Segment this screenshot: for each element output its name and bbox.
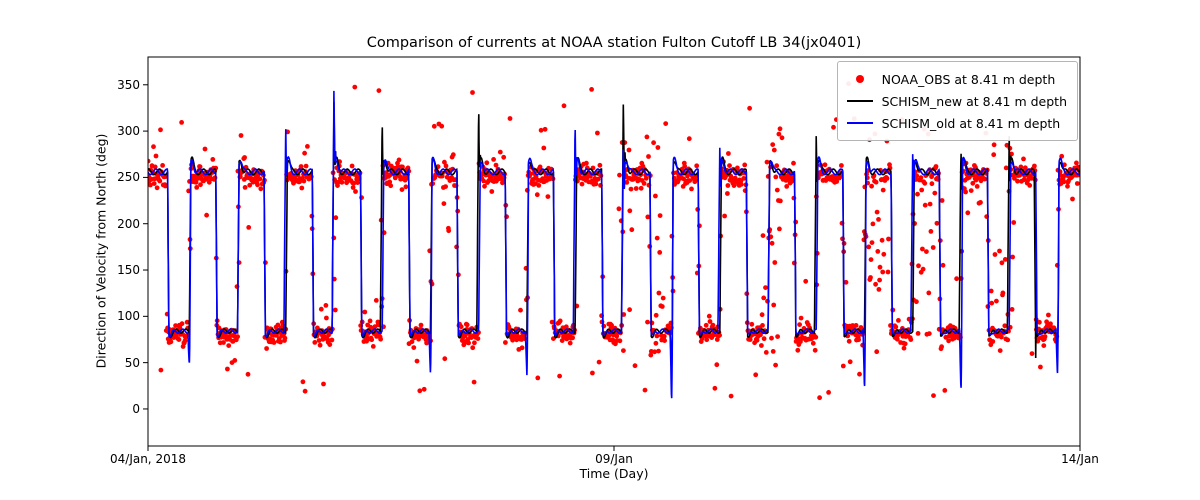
x-tick-label: 14/Jan bbox=[1061, 452, 1099, 466]
y-tick-label: 150 bbox=[117, 263, 140, 278]
schism-old-line bbox=[148, 90, 1080, 399]
legend-marker-dot-icon bbox=[846, 72, 874, 86]
y-tick-label: 200 bbox=[117, 216, 140, 231]
legend-line-swatch-icon bbox=[846, 94, 874, 108]
legend-line-swatch-icon bbox=[846, 116, 874, 130]
legend-label: NOAA_OBS at 8.41 m depth bbox=[881, 71, 1056, 87]
y-tick-label: 300 bbox=[117, 124, 140, 139]
legend: NOAA_OBS at 8.41 m depth SCHISM_new at 8.… bbox=[836, 61, 1078, 141]
schism-new-line bbox=[148, 101, 1080, 369]
y-tick-label: 50 bbox=[124, 355, 140, 370]
y-tick-label: 100 bbox=[117, 309, 140, 324]
legend-item: SCHISM_new at 8.41 m depth bbox=[846, 90, 1067, 112]
legend-item: SCHISM_old at 8.41 m depth bbox=[846, 112, 1067, 134]
x-axis-label: Time (Day) bbox=[579, 466, 649, 481]
y-tick-label: 250 bbox=[117, 170, 140, 185]
x-tick-label: 09/Jan bbox=[595, 452, 633, 466]
legend-item: NOAA_OBS at 8.41 m depth bbox=[846, 68, 1067, 90]
y-tick-label: 350 bbox=[117, 77, 140, 92]
chart-title: Comparison of currents at NOAA station F… bbox=[366, 35, 862, 51]
legend-label: SCHISM_old at 8.41 m depth bbox=[881, 115, 1061, 131]
axes-frame bbox=[147, 56, 1081, 447]
x-tick-label: 04/Jan, 2018 bbox=[110, 452, 186, 466]
y-tick-label: 0 bbox=[132, 401, 140, 416]
legend-label: SCHISM_new at 8.41 m depth bbox=[881, 93, 1067, 109]
